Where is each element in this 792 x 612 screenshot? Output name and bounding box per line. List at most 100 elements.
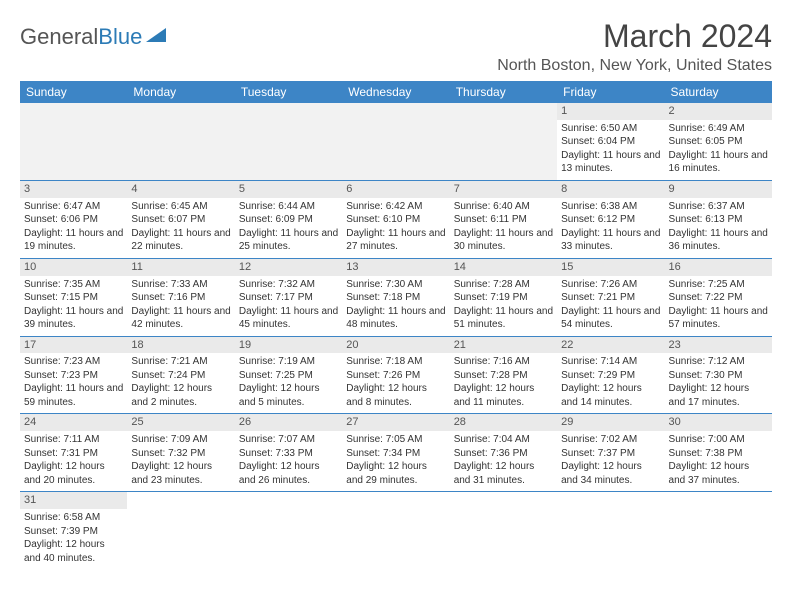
calendar-cell (557, 492, 664, 569)
calendar-cell: 8 Sunrise: 6:38 AMSunset: 6:12 PMDaylight… (557, 180, 664, 258)
calendar-cell (20, 103, 127, 180)
calendar-cell (235, 103, 342, 180)
cell-sunset: Sunset: 6:12 PM (561, 213, 660, 227)
calendar-cell: 3Sunrise: 6:47 AMSunset: 6:06 PMDaylight… (20, 180, 127, 258)
cell-sunrise: Sunrise: 7:30 AM (346, 278, 445, 292)
cell-sunrise: Sunrise: 6:38 AM (561, 200, 660, 214)
day-number: 18 (127, 337, 234, 354)
cell-sunset: Sunset: 7:15 PM (24, 291, 123, 305)
day-number: 5 (235, 181, 342, 198)
calendar-cell: 1Sunrise: 6:50 AMSunset: 6:04 PMDaylight… (557, 103, 664, 180)
cell-sunrise: Sunrise: 7:04 AM (454, 433, 553, 447)
calendar-cell: 24 Sunrise: 7:11 AMSunset: 7:31 PMDayligh… (20, 414, 127, 492)
cell-sunset: Sunset: 6:04 PM (561, 135, 660, 149)
calendar-cell: 16Sunrise: 7:25 AMSunset: 7:22 PMDayligh… (665, 258, 772, 336)
cell-sunrise: Sunrise: 7:18 AM (346, 355, 445, 369)
calendar-cell: 12Sunrise: 7:32 AMSunset: 7:17 PMDayligh… (235, 258, 342, 336)
calendar-cell: 29Sunrise: 7:02 AMSunset: 7:37 PMDayligh… (557, 414, 664, 492)
cell-sunrise: Sunrise: 7:23 AM (24, 355, 123, 369)
calendar-table: SundayMondayTuesdayWednesdayThursdayFrid… (20, 81, 772, 569)
calendar-cell: 31Sunrise: 6:58 AMSunset: 7:39 PMDayligh… (20, 492, 127, 569)
day-number: 9 (665, 181, 772, 198)
cell-sunset: Sunset: 7:38 PM (669, 447, 768, 461)
cell-daylight: Daylight: 11 hours and 48 minutes. (346, 305, 445, 332)
calendar-cell: 14Sunrise: 7:28 AMSunset: 7:19 PMDayligh… (450, 258, 557, 336)
calendar-row: 24Sunrise: 7:11 AMSunset: 7:31 PMDayligh… (20, 414, 772, 492)
cell-sunset: Sunset: 7:31 PM (24, 447, 123, 461)
cell-sunrise: Sunrise: 7:12 AM (669, 355, 768, 369)
cell-sunset: Sunset: 7:36 PM (454, 447, 553, 461)
cell-daylight: Daylight: 12 hours and 26 minutes. (239, 460, 338, 487)
calendar-cell: 17Sunrise: 7:23 AMSunset: 7:23 PMDayligh… (20, 336, 127, 414)
weekday-header: Tuesday (235, 81, 342, 103)
cell-sunrise: Sunrise: 6:40 AM (454, 200, 553, 214)
cell-daylight: Daylight: 12 hours and 5 minutes. (239, 382, 338, 409)
cell-sunset: Sunset: 7:37 PM (561, 447, 660, 461)
cell-sunrise: Sunrise: 6:42 AM (346, 200, 445, 214)
calendar-cell: 5Sunrise: 6:44 AMSunset: 6:09 PMDaylight… (235, 180, 342, 258)
cell-daylight: Daylight: 12 hours and 14 minutes. (561, 382, 660, 409)
logo-sail-icon (146, 24, 168, 50)
day-number: 31 (20, 492, 127, 509)
cell-sunset: Sunset: 7:18 PM (346, 291, 445, 305)
day-number: 20 (342, 337, 449, 354)
cell-daylight: Daylight: 12 hours and 20 minutes. (24, 460, 123, 487)
cell-daylight: Daylight: 11 hours and 51 minutes. (454, 305, 553, 332)
cell-sunset: Sunset: 7:39 PM (24, 525, 123, 539)
calendar-cell: 19Sunrise: 7:19 AMSunset: 7:25 PMDayligh… (235, 336, 342, 414)
cell-daylight: Daylight: 11 hours and 33 minutes. (561, 227, 660, 254)
cell-sunset: Sunset: 7:22 PM (669, 291, 768, 305)
cell-sunset: Sunset: 7:16 PM (131, 291, 230, 305)
calendar-cell: 7Sunrise: 6:40 AMSunset: 6:11 PMDaylight… (450, 180, 557, 258)
day-number: 16 (665, 259, 772, 276)
logo-text-1: General (20, 24, 98, 50)
day-number: 2 (665, 103, 772, 120)
calendar-body: 1Sunrise: 6:50 AMSunset: 6:04 PMDaylight… (20, 103, 772, 569)
cell-sunset: Sunset: 7:33 PM (239, 447, 338, 461)
cell-sunset: Sunset: 6:05 PM (669, 135, 768, 149)
day-number: 15 (557, 259, 664, 276)
day-number: 1 (557, 103, 664, 120)
calendar-cell (342, 492, 449, 569)
logo-text-2: Blue (98, 24, 142, 50)
cell-daylight: Daylight: 11 hours and 19 minutes. (24, 227, 123, 254)
cell-sunrise: Sunrise: 7:02 AM (561, 433, 660, 447)
cell-sunrise: Sunrise: 6:49 AM (669, 122, 768, 136)
header: GeneralBlue March 2024 North Boston, New… (20, 18, 772, 75)
calendar-cell: 30Sunrise: 7:00 AMSunset: 7:38 PMDayligh… (665, 414, 772, 492)
cell-sunrise: Sunrise: 7:11 AM (24, 433, 123, 447)
calendar-cell: 20Sunrise: 7:18 AMSunset: 7:26 PMDayligh… (342, 336, 449, 414)
weekday-header: Monday (127, 81, 234, 103)
cell-sunrise: Sunrise: 7:19 AM (239, 355, 338, 369)
cell-sunrise: Sunrise: 6:44 AM (239, 200, 338, 214)
day-number: 8 (557, 181, 664, 198)
calendar-cell: 25Sunrise: 7:09 AMSunset: 7:32 PMDayligh… (127, 414, 234, 492)
calendar-cell (665, 492, 772, 569)
calendar-cell (127, 492, 234, 569)
cell-sunrise: Sunrise: 7:21 AM (131, 355, 230, 369)
calendar-cell (235, 492, 342, 569)
cell-sunrise: Sunrise: 6:58 AM (24, 511, 123, 525)
cell-sunset: Sunset: 7:21 PM (561, 291, 660, 305)
cell-sunset: Sunset: 7:25 PM (239, 369, 338, 383)
calendar-cell: 9Sunrise: 6:37 AMSunset: 6:13 PMDaylight… (665, 180, 772, 258)
calendar-cell: 10Sunrise: 7:35 AMSunset: 7:15 PMDayligh… (20, 258, 127, 336)
day-number: 24 (20, 414, 127, 431)
calendar-row: 1Sunrise: 6:50 AMSunset: 6:04 PMDaylight… (20, 103, 772, 180)
day-number: 3 (20, 181, 127, 198)
cell-daylight: Daylight: 12 hours and 11 minutes. (454, 382, 553, 409)
cell-sunrise: Sunrise: 7:25 AM (669, 278, 768, 292)
day-number: 30 (665, 414, 772, 431)
day-number: 17 (20, 337, 127, 354)
day-number: 13 (342, 259, 449, 276)
day-number: 27 (342, 414, 449, 431)
cell-daylight: Daylight: 12 hours and 29 minutes. (346, 460, 445, 487)
weekday-header: Sunday (20, 81, 127, 103)
cell-daylight: Daylight: 12 hours and 34 minutes. (561, 460, 660, 487)
day-number: 19 (235, 337, 342, 354)
day-number: 10 (20, 259, 127, 276)
cell-sunset: Sunset: 7:28 PM (454, 369, 553, 383)
cell-sunrise: Sunrise: 7:05 AM (346, 433, 445, 447)
cell-sunrise: Sunrise: 7:14 AM (561, 355, 660, 369)
cell-sunset: Sunset: 7:24 PM (131, 369, 230, 383)
